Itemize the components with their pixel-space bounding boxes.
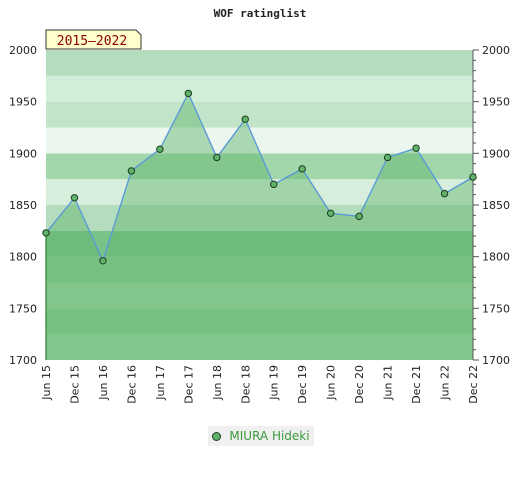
data-point (440, 189, 449, 198)
y-tick-label-left: 1800 (9, 251, 37, 264)
data-point (241, 115, 249, 123)
y-tick-label-left: 2000 (9, 44, 37, 57)
x-tick-label: Jun 18 (211, 365, 224, 401)
x-tick-label: Dec 19 (296, 365, 309, 404)
data-point (99, 257, 107, 265)
data-point (70, 194, 79, 202)
x-tick-label: Dec 22 (467, 365, 480, 404)
y-tick-label-left: 1950 (9, 96, 37, 109)
y-tick-label-right: 1900 (482, 147, 510, 160)
y-tick-label-right: 1800 (482, 251, 510, 264)
y-tick-label-left: 1900 (9, 147, 37, 160)
data-point (156, 145, 164, 153)
grid-band (46, 308, 473, 335)
x-tick-label: Jun 20 (325, 365, 338, 401)
x-tick-label: Jun 15 (40, 365, 53, 401)
series-line (45, 91, 474, 263)
axes: 1700 1700 1750 1750 1800 1800 1850 1850 1900 1900… (9, 44, 510, 404)
grid-band (46, 282, 473, 309)
data-point (326, 209, 335, 217)
data-point (298, 165, 306, 173)
data-point (469, 173, 477, 181)
y-tick-label-right: 1950 (482, 96, 510, 109)
grid-band (46, 153, 473, 180)
data-point (42, 229, 50, 237)
grid-band (46, 256, 473, 283)
legend-label: MIURA Hideki (229, 429, 310, 443)
y-tick-label-right: 1750 (482, 302, 510, 315)
grid-band (46, 230, 473, 257)
data-point (383, 153, 392, 162)
y-tick-label-right: 2000 (482, 44, 510, 57)
y-tick-label-left: 1700 (9, 354, 37, 367)
y-tick-label-right: 1850 (482, 199, 510, 212)
series-area (46, 93, 473, 361)
y-tick-label-right: 1700 (482, 354, 510, 367)
x-tick-label: Jun 19 (268, 365, 281, 401)
grid-band (46, 179, 473, 205)
grid-band (46, 127, 473, 154)
x-tick-label: Dec 18 (239, 365, 252, 404)
x-tick-label: Jun 22 (439, 365, 452, 401)
data-point (270, 180, 278, 189)
x-tick-label: Jun 17 (154, 365, 167, 401)
chart-title: WOF ratinglist (214, 7, 307, 20)
grid-band (46, 50, 473, 76)
legend: MIURA Hideki (208, 426, 314, 446)
x-tick-label: Dec 16 (125, 365, 138, 404)
x-tick-label: Jun 16 (97, 365, 110, 401)
data-point (184, 89, 193, 98)
data-point (412, 144, 420, 152)
x-tick-label: Dec 17 (182, 365, 195, 404)
markers (42, 89, 477, 265)
background-bands (46, 50, 473, 360)
x-tick-label: Dec 15 (68, 365, 81, 404)
grid-band (46, 334, 473, 360)
y-tick-label-left: 1750 (9, 302, 37, 315)
data-point (127, 167, 136, 175)
data-point (213, 153, 221, 162)
period-badge-text: 2015–2022 (57, 34, 127, 49)
legend-marker-icon (212, 431, 222, 441)
y-tick-label-left: 1850 (9, 199, 37, 212)
period-badge: 2015–2022 (45, 29, 142, 50)
x-tick-label: Dec 21 (410, 365, 423, 404)
x-tick-label: Dec 20 (353, 365, 366, 404)
grid-band (46, 75, 473, 102)
grid-band (46, 101, 473, 128)
area-layer (45, 91, 474, 361)
data-point (355, 212, 363, 221)
x-tick-label: Jun 21 (382, 365, 395, 401)
